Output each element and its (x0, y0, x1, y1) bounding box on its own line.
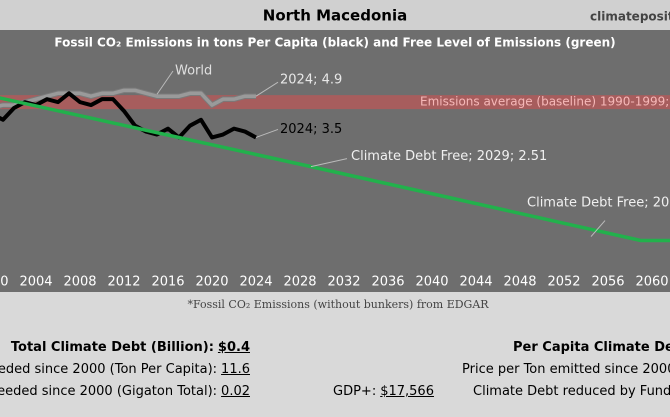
annotation: Climate Debt Free; 2029; 2.51 (351, 149, 547, 164)
chart-title: North Macedonia (263, 7, 407, 25)
x-tick-label: 2028 (283, 275, 316, 290)
x-tick-label: 2052 (547, 275, 580, 290)
x-tick-label: 2020 (195, 275, 228, 290)
gdp-row: GDP+: $17,566 (333, 384, 434, 399)
right-line: Climate Debt reduced by Fund (473, 384, 670, 399)
annotation: Climate Debt Free; 20 (527, 196, 669, 211)
x-tick-label: 2048 (503, 275, 536, 290)
baseline-label: Emissions average (baseline) 1990-1999; … (420, 95, 670, 109)
subtitle: Fossil CO₂ Emissions in tons Per Capita … (54, 36, 615, 50)
chart: North Macedonia climatepositi Fossil CO₂… (0, 0, 670, 311)
series-line (0, 96, 670, 243)
value: 11.6 (221, 362, 250, 377)
giga-row: eeded since 2000 (Gigaton Total): 0.02 (0, 384, 250, 399)
right-line: Price per Ton emitted since 2000 (462, 362, 670, 377)
x-tick-label: 2004 (19, 275, 52, 290)
x-tick-label: 2044 (459, 275, 492, 290)
value: 0.02 (221, 384, 250, 399)
leader (255, 128, 279, 138)
x-tick-label: 2040 (415, 275, 448, 290)
value: $17,566 (380, 384, 434, 399)
footnote: *Fossil CO₂ Emissions (without bunkers) … (187, 298, 489, 311)
x-tick-label: 2000 (0, 275, 9, 290)
label: eeded since 2000 (Gigaton Total): (0, 384, 218, 399)
x-tick-label: 2056 (591, 275, 624, 290)
x-tick-label: 2008 (63, 275, 96, 290)
leader (255, 81, 279, 97)
series-name: World (175, 64, 212, 79)
x-tick-label: 2032 (327, 275, 360, 290)
label: Total Climate Debt (Billion): (10, 340, 214, 355)
brand: climatepositi (590, 10, 670, 24)
x-tick-label: 2016 (151, 275, 184, 290)
series-line (0, 88, 256, 108)
header-band (0, 0, 670, 30)
end-label: 2024; 4.9 (280, 73, 342, 88)
total-row: Total Climate Debt (Billion): $0.4 (11, 340, 250, 355)
leader (156, 70, 174, 95)
x-tick-label: 2024 (239, 275, 272, 290)
capita-row: eeded since 2000 (Ton Per Capita): 11.6 (0, 362, 250, 377)
value: $0.4 (217, 340, 250, 355)
label: eeded since 2000 (Ton Per Capita): (0, 362, 218, 377)
leader (590, 220, 606, 237)
label: GDP+: (333, 384, 377, 399)
right-title: Per Capita Climate Deb (513, 340, 670, 355)
x-tick-label: 2012 (107, 275, 140, 290)
x-tick-label: 2060 (635, 275, 668, 290)
x-tick-label: 2036 (371, 275, 404, 290)
end-label: 2024; 3.5 (280, 122, 342, 137)
leader (310, 158, 348, 168)
